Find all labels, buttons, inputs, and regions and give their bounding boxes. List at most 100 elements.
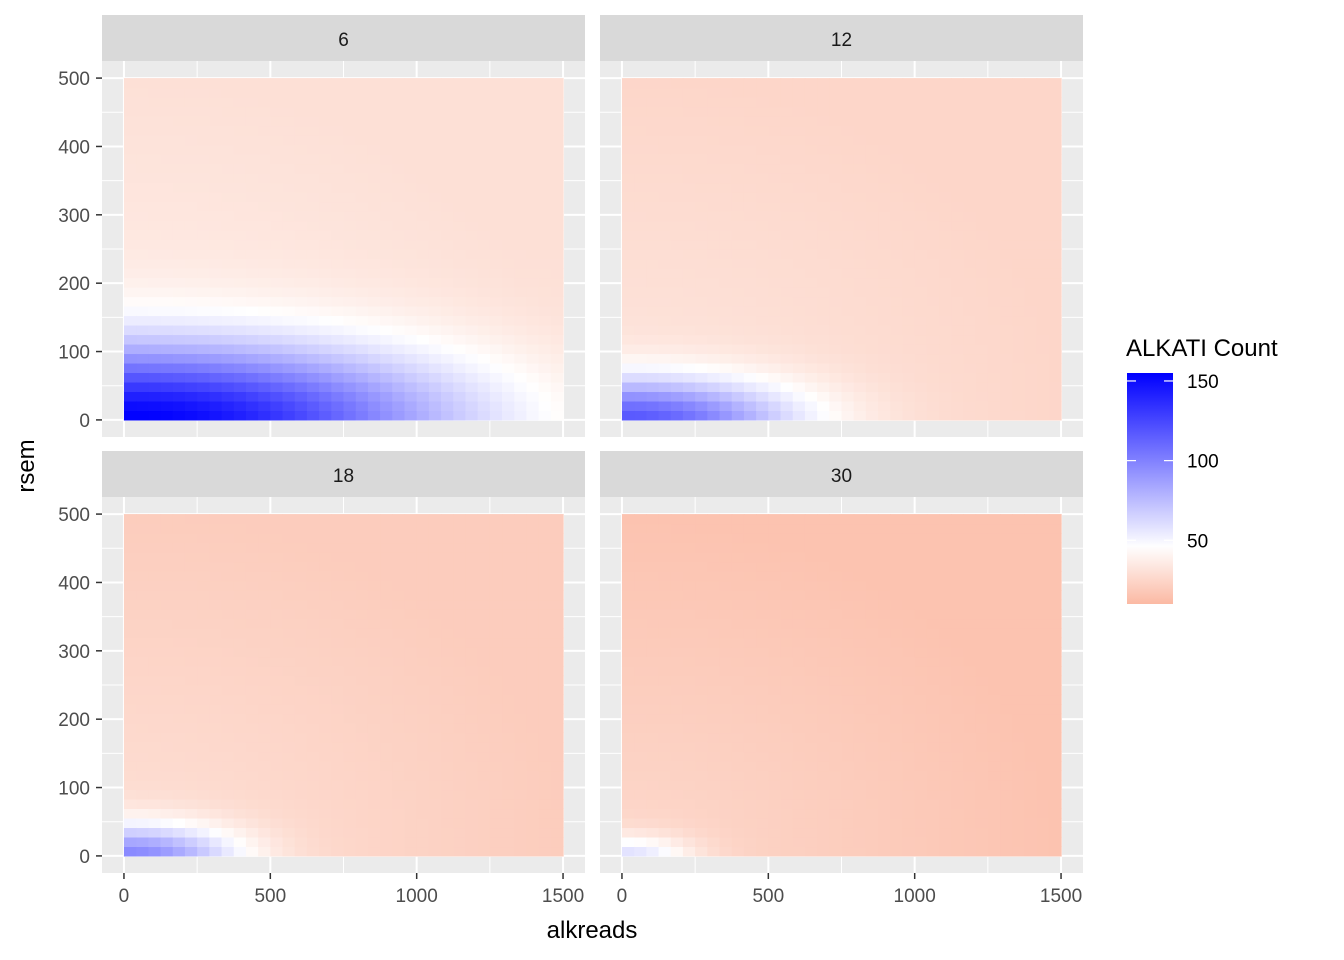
- heatmap-cell: [160, 296, 174, 307]
- heatmap-cell: [270, 523, 284, 534]
- heatmap-cell: [502, 703, 515, 715]
- heatmap-cell: [245, 590, 259, 601]
- heatmap-cell: [756, 220, 769, 231]
- heatmap-cell: [221, 808, 235, 819]
- heatmap-cell: [792, 267, 806, 279]
- heatmap-cell: [768, 609, 782, 620]
- heatmap-cell: [148, 87, 162, 98]
- heatmap-cell: [367, 182, 381, 193]
- heatmap-cell: [184, 552, 198, 563]
- heatmap-cell: [441, 372, 454, 383]
- heatmap-cell: [416, 381, 430, 393]
- heatmap-cell: [841, 685, 855, 696]
- heatmap-cell: [148, 249, 162, 260]
- heatmap-cell: [1024, 353, 1038, 364]
- heatmap-cell: [878, 656, 891, 667]
- heatmap-cell: [526, 277, 540, 288]
- heatmap-cell: [682, 249, 696, 260]
- heatmap-cell: [695, 523, 708, 534]
- heatmap-cell: [841, 305, 855, 317]
- heatmap-cell: [538, 305, 552, 317]
- heatmap-cell: [804, 372, 818, 383]
- heatmap-cell: [768, 808, 782, 819]
- heatmap-cell: [792, 116, 806, 127]
- heatmap-cell: [465, 201, 479, 212]
- heatmap-cell: [258, 713, 271, 724]
- heatmap-cell: [538, 353, 552, 364]
- heatmap-cell: [526, 97, 540, 108]
- heatmap-cell: [902, 760, 916, 772]
- heatmap-cell: [245, 609, 259, 620]
- heatmap-cell: [878, 296, 891, 307]
- heatmap-cell: [233, 135, 247, 146]
- heatmap-cell: [914, 789, 928, 800]
- heatmap-cell: [792, 400, 806, 412]
- heatmap-cell: [294, 618, 308, 629]
- heatmap-cell: [756, 211, 769, 222]
- heatmap-cell: [172, 713, 186, 724]
- heatmap-cell: [184, 97, 198, 108]
- heatmap-cell: [367, 97, 381, 108]
- heatmap-cell: [670, 732, 684, 743]
- heatmap-cell: [160, 685, 174, 696]
- heatmap-cell: [294, 751, 308, 762]
- facet-strip-label: 30: [831, 466, 852, 487]
- heatmap-cell: [926, 381, 940, 393]
- heatmap-cell: [1000, 97, 1013, 108]
- heatmap-cell: [404, 590, 418, 601]
- heatmap-cell: [184, 154, 198, 165]
- heatmap-cell: [658, 751, 672, 762]
- heatmap-cell: [343, 666, 357, 677]
- heatmap-cell: [695, 590, 708, 601]
- heatmap-cell: [538, 192, 552, 203]
- heatmap-cell: [719, 135, 733, 146]
- heatmap-cell: [123, 552, 137, 563]
- heatmap-cell: [670, 230, 684, 241]
- heatmap-cell: [878, 751, 891, 762]
- heatmap-cell: [502, 609, 515, 620]
- heatmap-cell: [756, 381, 769, 393]
- heatmap-cell: [233, 230, 247, 241]
- heatmap-cell: [939, 410, 952, 421]
- heatmap-cell: [1024, 249, 1038, 260]
- heatmap-cell: [209, 599, 223, 610]
- heatmap-cell: [902, 609, 916, 620]
- heatmap-cell: [756, 732, 769, 743]
- heatmap-cell: [319, 163, 332, 174]
- heatmap-cell: [136, 78, 149, 89]
- heatmap-cell: [197, 647, 210, 658]
- heatmap-cell: [658, 381, 672, 393]
- heatmap-cell: [477, 808, 491, 819]
- heatmap-cell: [853, 362, 867, 374]
- heatmap-cell: [123, 381, 137, 393]
- heatmap-cell: [670, 675, 684, 686]
- heatmap-cell: [331, 618, 345, 629]
- heatmap-cell: [489, 343, 503, 355]
- heatmap-cell: [282, 732, 296, 743]
- heatmap-cell: [136, 173, 149, 184]
- heatmap-cell: [756, 580, 769, 591]
- heatmap-cell: [768, 599, 782, 610]
- heatmap-cell: [233, 647, 247, 658]
- heatmap-cell: [792, 163, 806, 174]
- heatmap-cell: [878, 154, 891, 165]
- heatmap-cell: [514, 647, 528, 658]
- heatmap-cell: [719, 741, 733, 753]
- heatmap-cell: [914, 741, 928, 753]
- heatmap-cell: [197, 808, 210, 819]
- heatmap-cell: [682, 827, 696, 838]
- heatmap-cell: [841, 211, 855, 222]
- heatmap-cell: [682, 628, 696, 639]
- heatmap-cell: [1048, 315, 1062, 326]
- heatmap-cell: [817, 618, 830, 629]
- heatmap-cell: [1000, 230, 1013, 241]
- heatmap-cell: [221, 239, 235, 250]
- heatmap-cell: [258, 135, 271, 146]
- heatmap-cell: [343, 552, 357, 563]
- heatmap-cell: [987, 277, 1001, 288]
- heatmap-cell: [148, 267, 162, 279]
- heatmap-cell: [804, 343, 818, 355]
- heatmap-cell: [939, 542, 952, 553]
- heatmap-cell: [707, 827, 721, 838]
- heatmap-cell: [489, 561, 503, 572]
